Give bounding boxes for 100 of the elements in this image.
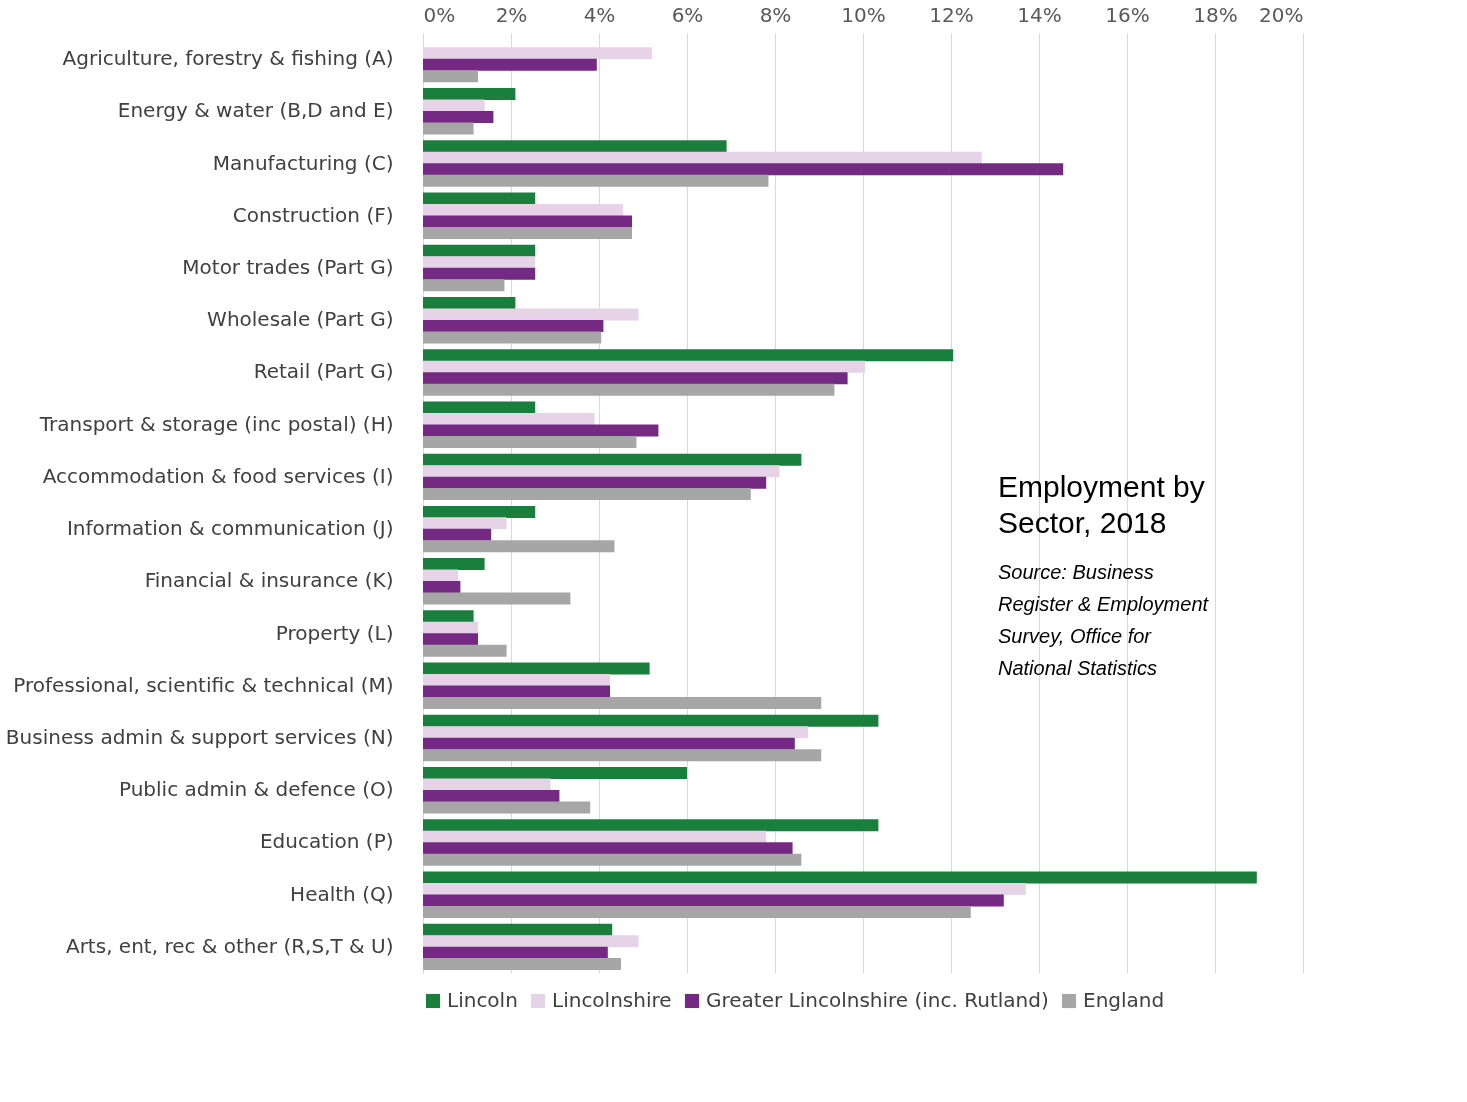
bar bbox=[423, 569, 459, 582]
legend-label: England bbox=[1083, 988, 1165, 1012]
x-tick-label: 6% bbox=[671, 2, 704, 27]
bar bbox=[423, 296, 516, 309]
y-tick-label: Energy & water (B,D and E) bbox=[117, 98, 394, 123]
bar bbox=[423, 517, 507, 530]
bar bbox=[423, 111, 494, 124]
bar bbox=[423, 842, 793, 855]
x-tick-label: 16% bbox=[1105, 2, 1150, 27]
bar bbox=[423, 592, 571, 605]
bar bbox=[423, 140, 727, 153]
bar bbox=[423, 558, 485, 571]
bar bbox=[423, 308, 639, 321]
y-tick-label: Transport & storage (inc postal) (H) bbox=[38, 411, 394, 436]
bar bbox=[423, 122, 474, 135]
bar bbox=[423, 737, 795, 750]
bar bbox=[423, 453, 802, 466]
bar bbox=[423, 88, 516, 101]
x-tick-label: 20% bbox=[1259, 2, 1304, 27]
bar bbox=[423, 505, 536, 518]
y-tick-label: Financial & insurance (K) bbox=[144, 568, 394, 593]
bar bbox=[423, 244, 536, 257]
bar bbox=[423, 58, 597, 71]
bar bbox=[423, 349, 954, 362]
y-tick-label: Construction (F) bbox=[232, 202, 394, 227]
bar bbox=[423, 894, 1004, 907]
bar bbox=[423, 714, 879, 727]
bar bbox=[423, 488, 751, 501]
bar bbox=[423, 662, 650, 675]
bar bbox=[423, 819, 879, 832]
bar bbox=[423, 830, 767, 843]
bar bbox=[423, 935, 639, 948]
bar bbox=[423, 204, 624, 217]
bar bbox=[423, 778, 551, 791]
bar bbox=[423, 871, 1257, 884]
y-tick-label: Arts, ent, rec & other (R,S,T & U) bbox=[65, 933, 394, 958]
bar bbox=[423, 697, 822, 710]
bar bbox=[423, 946, 608, 959]
bar bbox=[423, 685, 610, 698]
bar bbox=[423, 215, 632, 228]
bar bbox=[423, 528, 492, 541]
x-tick-label: 12% bbox=[929, 2, 974, 27]
bar bbox=[423, 581, 461, 594]
bar bbox=[423, 70, 478, 83]
y-tick-label: Property (L) bbox=[275, 620, 394, 645]
bar bbox=[423, 540, 615, 553]
bar bbox=[423, 465, 780, 478]
bar bbox=[423, 644, 507, 657]
y-tick-label: Education (P) bbox=[259, 829, 394, 854]
bar bbox=[423, 256, 536, 269]
legend-label: Lincolnshire bbox=[552, 988, 672, 1012]
bar bbox=[423, 331, 602, 344]
bar bbox=[423, 174, 769, 187]
bar bbox=[423, 766, 687, 779]
y-tick-label: Health (Q) bbox=[290, 881, 394, 906]
bar bbox=[423, 610, 474, 623]
bar bbox=[423, 279, 505, 292]
x-tick-label: 2% bbox=[495, 2, 528, 27]
y-tick-label: Accommodation & food services (I) bbox=[42, 463, 394, 488]
x-tick-label: 14% bbox=[1017, 2, 1062, 27]
bar bbox=[423, 227, 632, 240]
x-tick-label: 18% bbox=[1193, 2, 1238, 27]
bar bbox=[423, 905, 971, 918]
bar bbox=[423, 360, 866, 373]
x-tick-label: 4% bbox=[583, 2, 616, 27]
y-tick-label: Wholesale (Part G) bbox=[207, 307, 394, 332]
bar bbox=[423, 163, 1064, 176]
bar bbox=[423, 674, 610, 687]
bar bbox=[423, 633, 478, 646]
bar bbox=[423, 958, 621, 971]
bar bbox=[423, 412, 595, 425]
bar bbox=[423, 319, 604, 332]
x-tick-label: 10% bbox=[841, 2, 886, 27]
bar bbox=[423, 372, 848, 385]
text: Employment by Sector, 2018 bbox=[998, 470, 1205, 539]
bar bbox=[423, 47, 652, 60]
y-tick-label: Agriculture, forestry & fishing (A) bbox=[62, 46, 394, 71]
bar bbox=[423, 192, 536, 205]
bar bbox=[423, 424, 659, 437]
y-tick-label: Motor trades (Part G) bbox=[182, 255, 394, 279]
bar bbox=[423, 621, 478, 634]
bar bbox=[423, 151, 982, 164]
y-tick-label: Information & communication (J) bbox=[66, 516, 394, 541]
bar bbox=[423, 383, 835, 396]
legend-label: Greater Lincolnshire (inc. Rutland) bbox=[706, 988, 1049, 1012]
bar bbox=[423, 726, 808, 739]
bar bbox=[423, 435, 637, 448]
bar bbox=[423, 801, 591, 814]
bar bbox=[423, 923, 613, 936]
bar bbox=[423, 749, 822, 762]
y-tick-label: Public admin & defence (O) bbox=[118, 777, 394, 802]
bar bbox=[423, 401, 536, 414]
bar bbox=[423, 853, 802, 866]
bar bbox=[423, 267, 536, 280]
y-tick-label: Professional, scientific & technical (M) bbox=[13, 672, 394, 697]
legend-label: Lincoln bbox=[447, 988, 518, 1012]
bar bbox=[423, 789, 560, 802]
y-tick-label: Business admin & support services (N) bbox=[5, 725, 394, 749]
annotation: Source: Business Register & Employment Survey, Office for National Statistics bbox=[998, 561, 1210, 679]
y-tick-label: Retail (Part G) bbox=[253, 359, 394, 384]
